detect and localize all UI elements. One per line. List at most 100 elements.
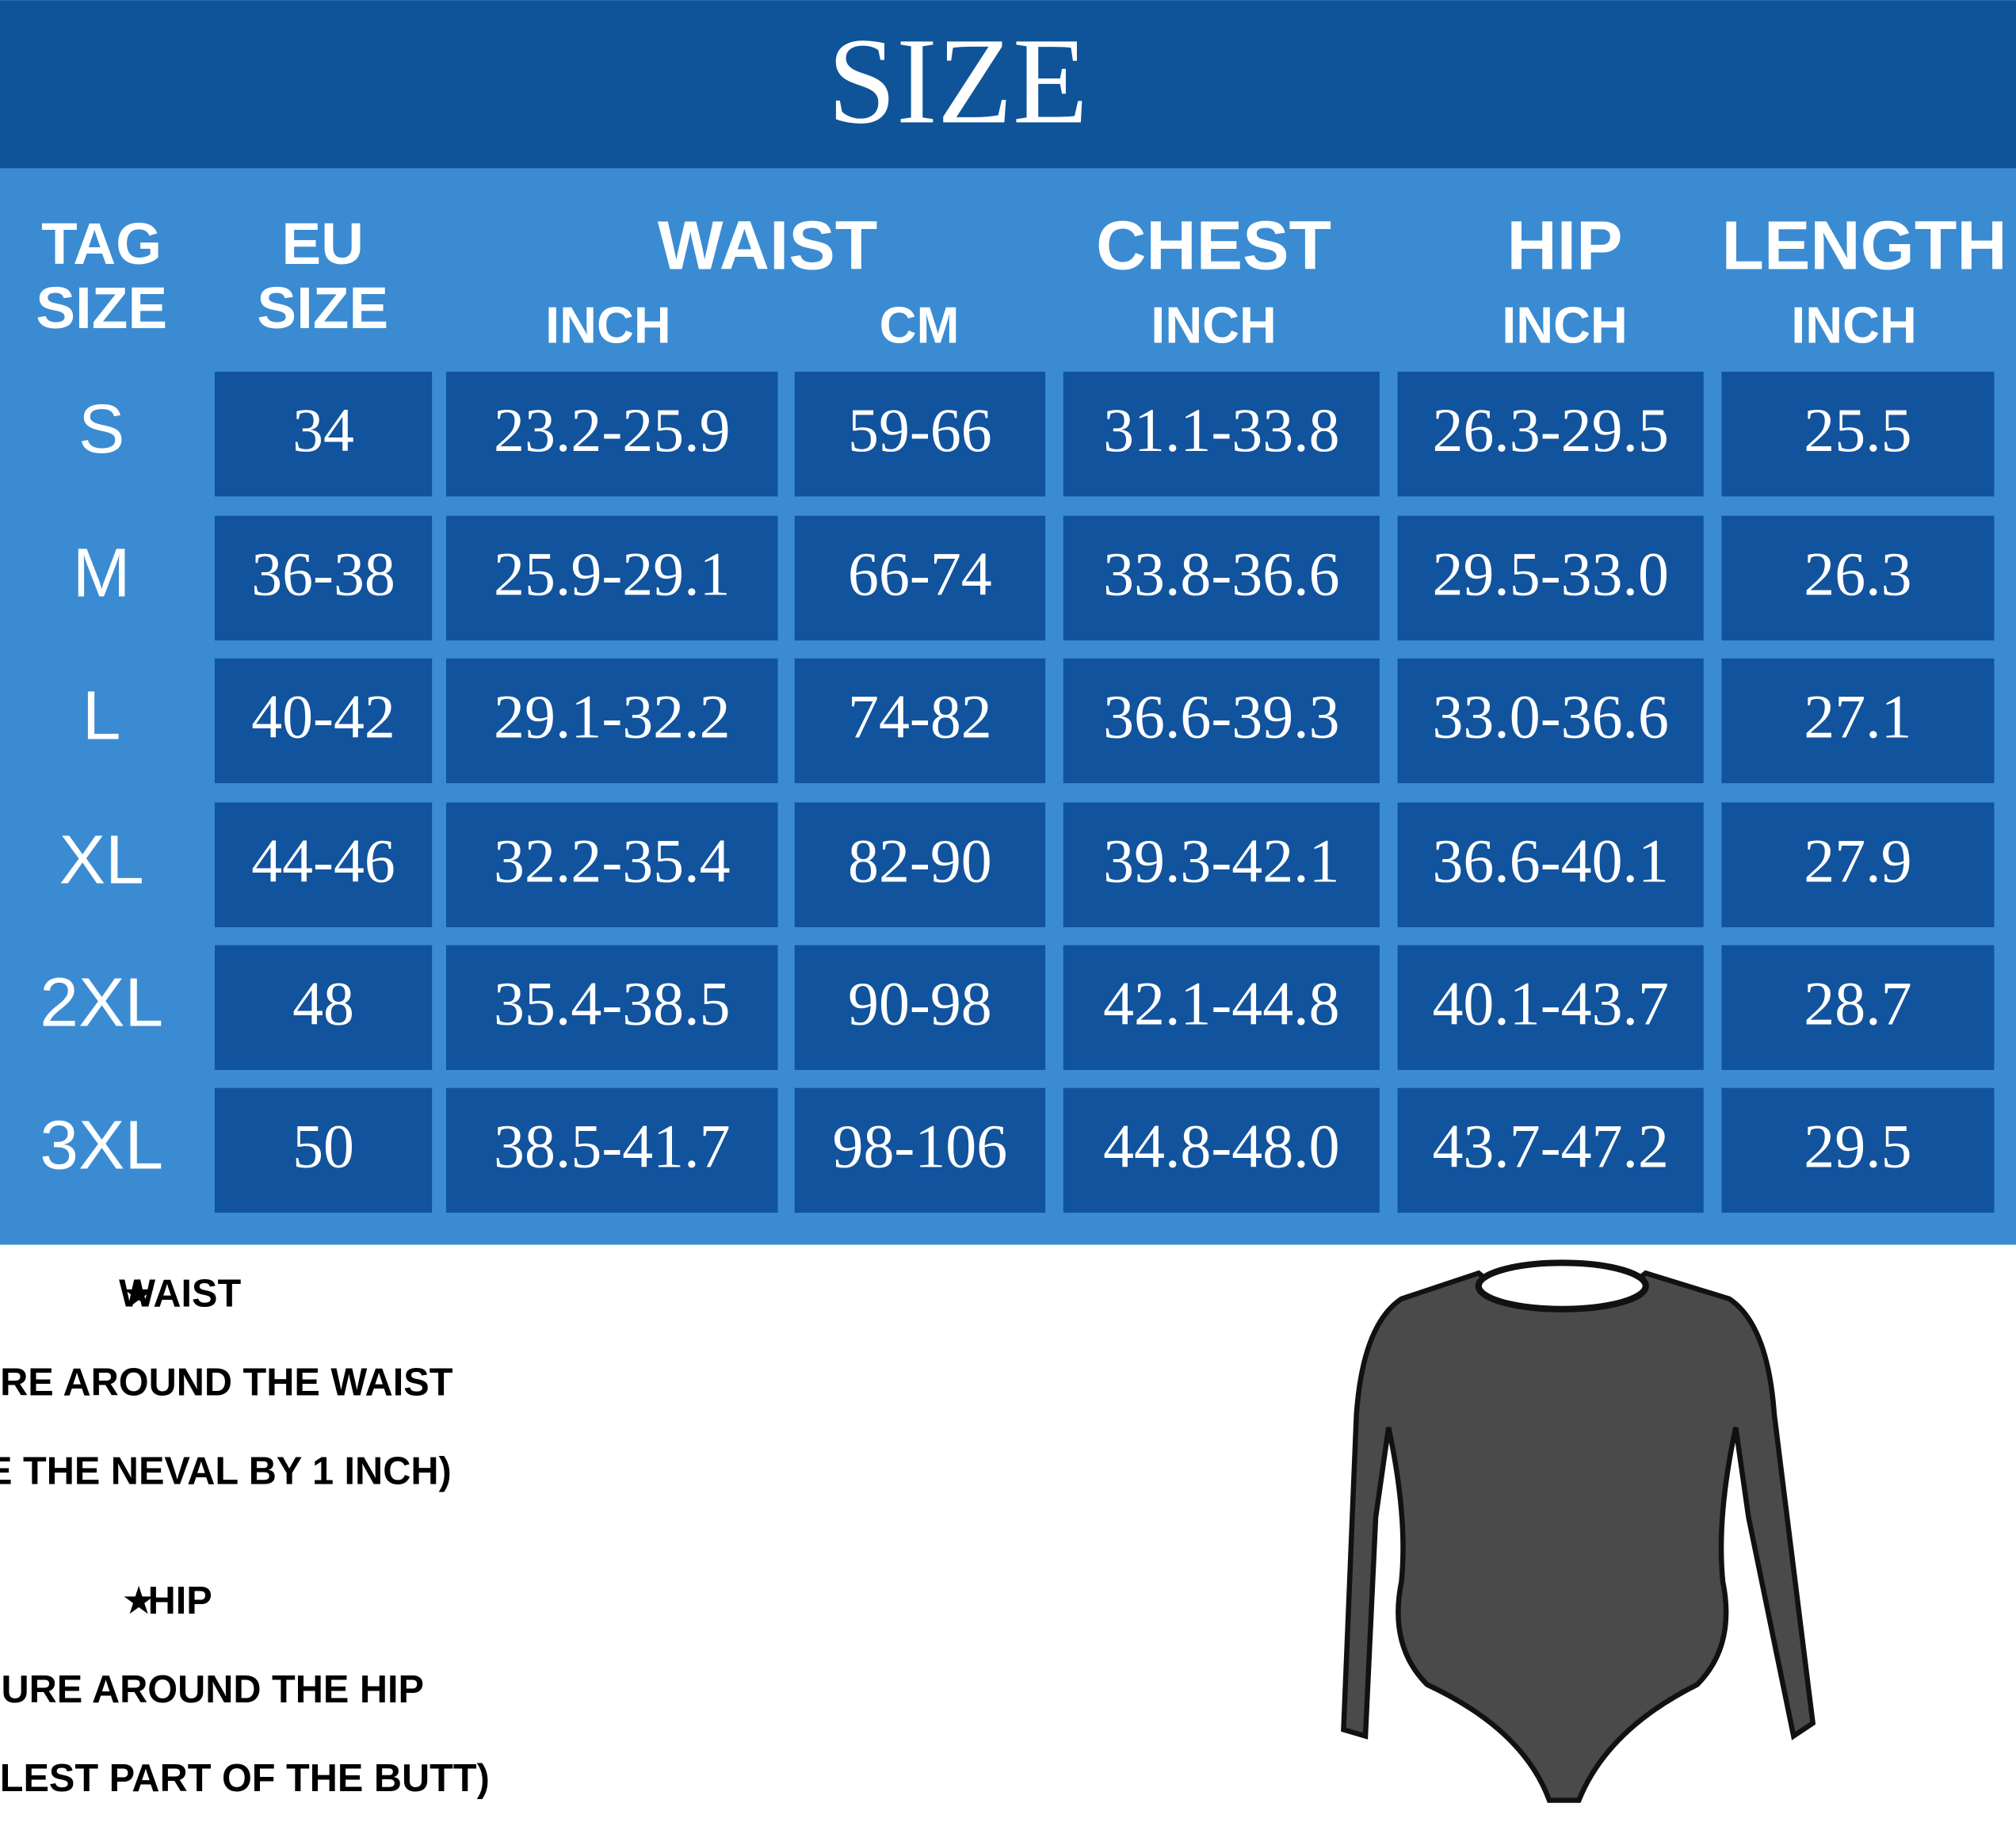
cell-value: 35.4-38.5 (494, 969, 730, 1037)
cell-value: 28.7 (1804, 969, 1911, 1037)
column-header: EU (281, 210, 364, 277)
note-title: HIP (148, 1580, 212, 1622)
tag-size: L (82, 677, 121, 755)
cell (1397, 945, 1704, 1071)
cell-value: 42.1-44.8 (1103, 969, 1339, 1037)
bodysuit-illustration (1341, 1259, 1816, 1803)
cell (794, 372, 1046, 497)
cell-value: 29.5 (1804, 1113, 1911, 1181)
cell-value: 25.5 (1804, 396, 1911, 464)
cell-value: 59-66 (848, 396, 992, 464)
cell (445, 658, 778, 784)
column-group-header: CHEST (1096, 207, 1331, 285)
cell (445, 802, 778, 927)
title: SIZE (827, 12, 1088, 149)
cell-value: 36-38 (251, 541, 395, 609)
column-group-header: WAIST (658, 207, 877, 285)
note-line: MEASURE AROUND THE WAIST (0, 1361, 453, 1404)
cell-value: 43.7-47.2 (1432, 1113, 1668, 1181)
column-subheader: INCH (1502, 296, 1628, 354)
cell (445, 372, 778, 497)
cell (214, 802, 433, 927)
column-group-header: HIP (1506, 207, 1622, 285)
cell-value: 40-42 (251, 683, 395, 751)
cell (1063, 945, 1380, 1071)
cell (794, 945, 1046, 1071)
cell (1063, 1087, 1380, 1213)
cell (1397, 1087, 1704, 1213)
cell (214, 372, 433, 497)
tag-size: 2XL (40, 963, 163, 1041)
note-line: (THE FULLEST PART OF THE BUTT) (0, 1757, 490, 1800)
cell (1063, 372, 1380, 497)
cell-value: 29.1-32.2 (494, 683, 730, 751)
cell-value: 31.1-33.8 (1103, 396, 1339, 464)
cell-value: 36.6-39.3 (1103, 683, 1339, 751)
cell (794, 515, 1046, 641)
cell (794, 1087, 1046, 1213)
tag-size: 3XL (40, 1106, 163, 1184)
column-header: SIZE (36, 274, 167, 341)
cell (1063, 658, 1380, 784)
cell (794, 658, 1046, 784)
cell (1397, 515, 1704, 641)
star: ★ (121, 1580, 156, 1622)
cell-value: 26.3 (1804, 541, 1911, 609)
cell-value: 48 (292, 969, 354, 1037)
column-subheader: INCH (1151, 296, 1277, 354)
cell-value: 90-98 (848, 969, 992, 1037)
cell-value: 44-46 (251, 827, 395, 895)
cell-value: 29.5-33.0 (1432, 541, 1668, 609)
cell (214, 515, 433, 641)
cell (1063, 515, 1380, 641)
column-header: TAG (41, 210, 162, 277)
cell (1397, 658, 1704, 784)
cell (214, 945, 433, 1071)
cell (1721, 1087, 1995, 1213)
cell (1721, 658, 1995, 784)
column-group-header: LENGTH (1721, 207, 2006, 285)
cell (794, 802, 1046, 927)
column-subheader: INCH (1791, 296, 1917, 354)
cell-value: 82-90 (848, 827, 992, 895)
cell (1721, 945, 1995, 1071)
header-band (0, 0, 2016, 169)
cell (1397, 802, 1704, 927)
note-title: WAIST (119, 1272, 241, 1315)
cell-value: 39.3-42.1 (1103, 827, 1339, 895)
star: ★ (121, 1272, 156, 1315)
column-subheader: INCH (545, 296, 671, 354)
cell-value: 33.0-36.6 (1432, 683, 1668, 751)
note-line: (ABOVE THE NEVAL BY 1 INCH) (0, 1450, 452, 1492)
cell-value: 74-82 (848, 683, 992, 751)
column-header: SIZE (257, 274, 388, 341)
cell-value: 25.9-29.1 (494, 541, 730, 609)
cell (1063, 802, 1380, 927)
cell (214, 658, 433, 784)
cell-value: 33.8-36.6 (1103, 541, 1339, 609)
cell-value: 98-106 (833, 1113, 1008, 1181)
cell (214, 1087, 433, 1213)
cell-value: 66-74 (848, 541, 992, 609)
cell (445, 1087, 778, 1213)
tag-size: M (73, 534, 131, 612)
cell (1721, 372, 1995, 497)
tag-size: XL (59, 820, 144, 898)
tag-size: S (78, 390, 124, 468)
cell-value: 27.1 (1804, 683, 1911, 751)
cell (445, 515, 778, 641)
note-line: MEASURE AROUND THE HIP (0, 1668, 424, 1711)
cell-value: 32.2-35.4 (494, 827, 730, 895)
column-subheader: CM (880, 296, 960, 354)
cell-value: 38.5-41.7 (494, 1113, 730, 1181)
cell-value: 26.3-29.5 (1432, 396, 1668, 464)
cell-value: 36.6-40.1 (1432, 827, 1668, 895)
cell-value: 23.2-25.9 (494, 396, 730, 464)
cell-value: 34 (292, 396, 354, 464)
cell-value: 40.1-43.7 (1432, 969, 1668, 1037)
cell (1397, 372, 1704, 497)
cell-value: 44.8-48.0 (1103, 1113, 1339, 1181)
cell (1721, 515, 1995, 641)
